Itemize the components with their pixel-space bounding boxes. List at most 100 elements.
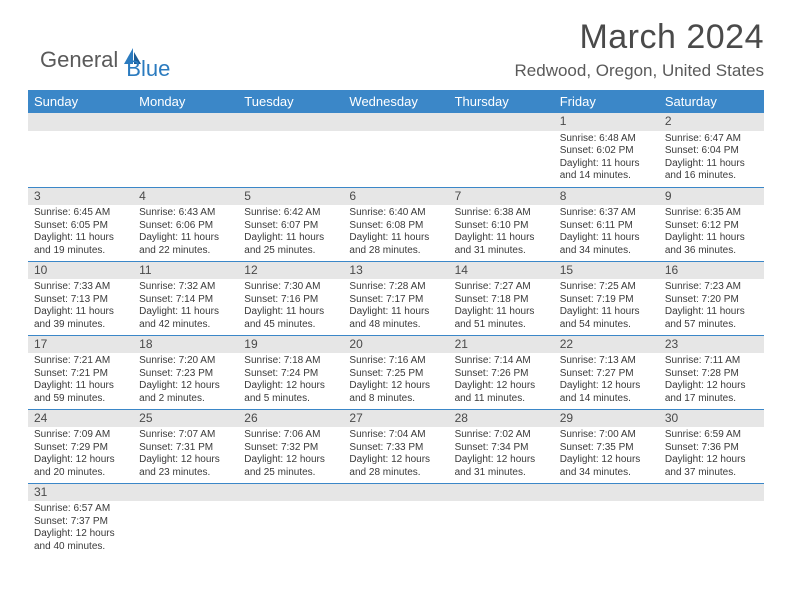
- daylight-text-2: and 28 minutes.: [349, 245, 442, 258]
- sunset-text: Sunset: 7:17 PM: [349, 294, 442, 307]
- sunset-text: Sunset: 7:20 PM: [665, 294, 758, 307]
- sunrise-text: Sunrise: 6:35 AM: [665, 207, 758, 220]
- sunrise-text: Sunrise: 7:30 AM: [244, 281, 337, 294]
- calendar-week-row: 17Sunrise: 7:21 AMSunset: 7:21 PMDayligh…: [28, 335, 764, 409]
- sunrise-text: Sunrise: 7:02 AM: [455, 429, 548, 442]
- day-content: Sunrise: 7:21 AMSunset: 7:21 PMDaylight:…: [28, 353, 133, 408]
- daylight-text: Daylight: 11 hours: [244, 306, 337, 319]
- daylight-text: Daylight: 11 hours: [34, 232, 127, 245]
- sunrise-text: Sunrise: 7:21 AM: [34, 355, 127, 368]
- daylight-text: Daylight: 12 hours: [34, 454, 127, 467]
- day-content: Sunrise: 7:33 AMSunset: 7:13 PMDaylight:…: [28, 279, 133, 334]
- day-content: Sunrise: 7:07 AMSunset: 7:31 PMDaylight:…: [133, 427, 238, 482]
- daylight-text: Daylight: 11 hours: [349, 232, 442, 245]
- day-number: 6: [343, 188, 448, 206]
- sunset-text: Sunset: 7:24 PM: [244, 368, 337, 381]
- day-number: 5: [238, 188, 343, 206]
- day-number: 26: [238, 410, 343, 428]
- sunrise-text: Sunrise: 6:48 AM: [560, 133, 653, 146]
- day-number: 30: [659, 410, 764, 428]
- sunset-text: Sunset: 7:19 PM: [560, 294, 653, 307]
- sunrise-text: Sunrise: 7:20 AM: [139, 355, 232, 368]
- calendar-day-cell: 2Sunrise: 6:47 AMSunset: 6:04 PMDaylight…: [659, 113, 764, 187]
- day-content: Sunrise: 6:42 AMSunset: 6:07 PMDaylight:…: [238, 205, 343, 260]
- day-number: 28: [449, 410, 554, 428]
- sunrise-text: Sunrise: 7:07 AM: [139, 429, 232, 442]
- month-title: March 2024: [515, 18, 764, 57]
- day-number: [554, 484, 659, 502]
- day-number: 18: [133, 336, 238, 354]
- sunrise-text: Sunrise: 7:25 AM: [560, 281, 653, 294]
- day-number: 15: [554, 262, 659, 280]
- daylight-text-2: and 39 minutes.: [34, 319, 127, 332]
- day-content: Sunrise: 6:37 AMSunset: 6:11 PMDaylight:…: [554, 205, 659, 260]
- daylight-text-2: and 31 minutes.: [455, 245, 548, 258]
- day-content: Sunrise: 7:28 AMSunset: 7:17 PMDaylight:…: [343, 279, 448, 334]
- daylight-text: Daylight: 11 hours: [455, 306, 548, 319]
- daylight-text: Daylight: 12 hours: [665, 454, 758, 467]
- calendar-day-cell: 20Sunrise: 7:16 AMSunset: 7:25 PMDayligh…: [343, 335, 448, 409]
- calendar-day-cell: [343, 483, 448, 557]
- daylight-text: Daylight: 12 hours: [244, 380, 337, 393]
- day-number: 16: [659, 262, 764, 280]
- daylight-text-2: and 11 minutes.: [455, 393, 548, 406]
- calendar-day-cell: [554, 483, 659, 557]
- calendar-day-cell: 17Sunrise: 7:21 AMSunset: 7:21 PMDayligh…: [28, 335, 133, 409]
- calendar-table: Sunday Monday Tuesday Wednesday Thursday…: [28, 90, 764, 557]
- calendar-day-cell: 1Sunrise: 6:48 AMSunset: 6:02 PMDaylight…: [554, 113, 659, 187]
- daylight-text: Daylight: 11 hours: [455, 232, 548, 245]
- calendar-day-cell: 3Sunrise: 6:45 AMSunset: 6:05 PMDaylight…: [28, 187, 133, 261]
- day-content: Sunrise: 7:25 AMSunset: 7:19 PMDaylight:…: [554, 279, 659, 334]
- sunset-text: Sunset: 7:23 PM: [139, 368, 232, 381]
- daylight-text-2: and 37 minutes.: [665, 467, 758, 480]
- daylight-text: Daylight: 12 hours: [455, 380, 548, 393]
- calendar-day-cell: 9Sunrise: 6:35 AMSunset: 6:12 PMDaylight…: [659, 187, 764, 261]
- calendar-day-cell: 21Sunrise: 7:14 AMSunset: 7:26 PMDayligh…: [449, 335, 554, 409]
- daylight-text: Daylight: 11 hours: [244, 232, 337, 245]
- sunrise-text: Sunrise: 7:16 AM: [349, 355, 442, 368]
- day-number: [449, 484, 554, 502]
- sunset-text: Sunset: 7:26 PM: [455, 368, 548, 381]
- calendar-day-cell: [238, 113, 343, 187]
- day-number: [238, 113, 343, 131]
- day-content: Sunrise: 7:27 AMSunset: 7:18 PMDaylight:…: [449, 279, 554, 334]
- daylight-text: Daylight: 12 hours: [560, 454, 653, 467]
- daylight-text: Daylight: 11 hours: [665, 306, 758, 319]
- daylight-text-2: and 25 minutes.: [244, 245, 337, 258]
- weekday-header: Wednesday: [343, 90, 448, 113]
- sunrise-text: Sunrise: 7:32 AM: [139, 281, 232, 294]
- daylight-text-2: and 48 minutes.: [349, 319, 442, 332]
- sunrise-text: Sunrise: 7:18 AM: [244, 355, 337, 368]
- calendar-day-cell: 29Sunrise: 7:00 AMSunset: 7:35 PMDayligh…: [554, 409, 659, 483]
- daylight-text: Daylight: 11 hours: [34, 380, 127, 393]
- daylight-text-2: and 17 minutes.: [665, 393, 758, 406]
- day-number: 29: [554, 410, 659, 428]
- sunrise-text: Sunrise: 6:37 AM: [560, 207, 653, 220]
- day-content: Sunrise: 6:40 AMSunset: 6:08 PMDaylight:…: [343, 205, 448, 260]
- day-number: 13: [343, 262, 448, 280]
- day-content: Sunrise: 6:57 AMSunset: 7:37 PMDaylight:…: [28, 501, 133, 556]
- sunrise-text: Sunrise: 6:42 AM: [244, 207, 337, 220]
- sunset-text: Sunset: 7:29 PM: [34, 442, 127, 455]
- daylight-text-2: and 42 minutes.: [139, 319, 232, 332]
- daylight-text: Daylight: 12 hours: [349, 454, 442, 467]
- sunset-text: Sunset: 6:06 PM: [139, 220, 232, 233]
- sunset-text: Sunset: 7:33 PM: [349, 442, 442, 455]
- daylight-text: Daylight: 12 hours: [560, 380, 653, 393]
- day-content: Sunrise: 7:04 AMSunset: 7:33 PMDaylight:…: [343, 427, 448, 482]
- sunset-text: Sunset: 7:34 PM: [455, 442, 548, 455]
- day-number: 27: [343, 410, 448, 428]
- calendar-day-cell: 6Sunrise: 6:40 AMSunset: 6:08 PMDaylight…: [343, 187, 448, 261]
- daylight-text: Daylight: 12 hours: [455, 454, 548, 467]
- sunrise-text: Sunrise: 7:13 AM: [560, 355, 653, 368]
- sunrise-text: Sunrise: 6:47 AM: [665, 133, 758, 146]
- day-content: Sunrise: 6:47 AMSunset: 6:04 PMDaylight:…: [659, 131, 764, 186]
- sunset-text: Sunset: 6:10 PM: [455, 220, 548, 233]
- daylight-text-2: and 36 minutes.: [665, 245, 758, 258]
- sunset-text: Sunset: 6:11 PM: [560, 220, 653, 233]
- daylight-text-2: and 14 minutes.: [560, 170, 653, 183]
- calendar-week-row: 3Sunrise: 6:45 AMSunset: 6:05 PMDaylight…: [28, 187, 764, 261]
- calendar-day-cell: 14Sunrise: 7:27 AMSunset: 7:18 PMDayligh…: [449, 261, 554, 335]
- daylight-text-2: and 2 minutes.: [139, 393, 232, 406]
- sunset-text: Sunset: 7:16 PM: [244, 294, 337, 307]
